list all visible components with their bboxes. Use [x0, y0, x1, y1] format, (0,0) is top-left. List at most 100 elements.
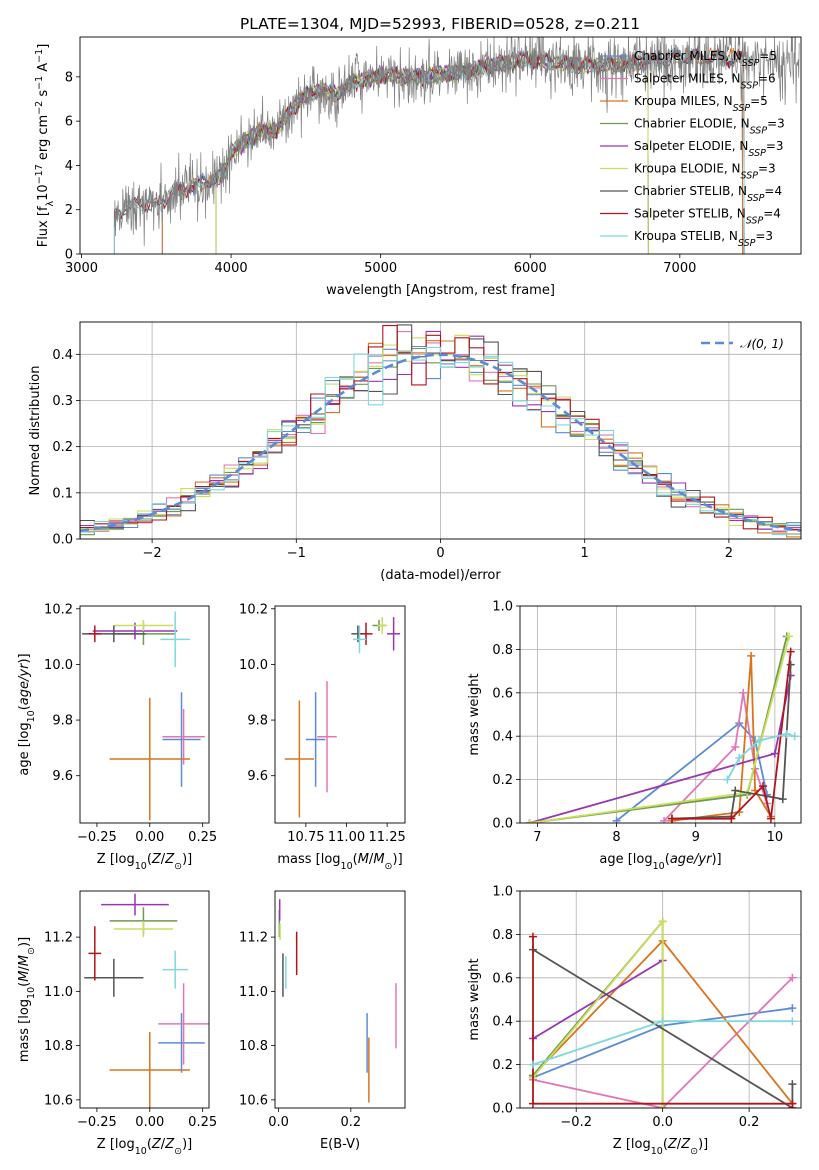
data-point-salpeter-stelib	[786, 647, 795, 656]
x-axis-label-part: /	[161, 1137, 166, 1152]
y-tick-label: 9.8	[52, 714, 73, 729]
y-tick-label: 0.8	[492, 643, 513, 658]
legend-label-part: =3	[758, 162, 776, 176]
y-axis-label-part: λ	[45, 200, 56, 206]
y-axis-label-part: )]	[17, 937, 32, 947]
legend-label-part: Salpeter STELIB, N	[634, 207, 746, 221]
y-tick-label: 10.6	[44, 1093, 73, 1108]
y-tick-label: 11.2	[239, 931, 268, 946]
x-axis-label-part: (	[663, 1137, 668, 1152]
y-axis-label-part: )]	[17, 653, 32, 663]
x-axis-label-part: /	[677, 1137, 682, 1152]
data-point-salpeter-miles	[660, 816, 669, 823]
mass-weight-line-chabrier-stelib	[532, 948, 794, 1108]
x-tick-label: 1	[581, 546, 589, 561]
x-axis-label: Z [log10(Z/Z⊙)]	[97, 1137, 192, 1157]
y-tick-label: 10.2	[44, 602, 73, 617]
y-tick-label: 0.4	[492, 1015, 513, 1030]
x-axis-label-part: /	[369, 852, 374, 867]
x-axis-label-part: Z	[667, 1137, 678, 1152]
normal-distribution-curve	[80, 353, 801, 533]
x-tick-label: 9	[692, 830, 700, 845]
y-axis-label: mass weight	[467, 958, 482, 1040]
y-tick-label: 4	[65, 159, 73, 174]
data-point-chabrier-stelib	[731, 786, 740, 795]
x-tick-label: 10	[767, 830, 784, 845]
x-tick-label: −0.25	[77, 1115, 117, 1130]
legend-label-part: =4	[763, 207, 781, 221]
y-tick-label: 1.0	[492, 600, 513, 615]
x-tick-label: −0.25	[77, 830, 117, 845]
y-tick-label: 9.6	[247, 769, 268, 784]
y-tick-label: 0.0	[492, 817, 513, 832]
y-axis-label-part: −1	[34, 49, 45, 63]
x-axis-label-part: )]	[182, 852, 192, 867]
x-axis-label-part: ⊙	[385, 861, 393, 872]
x-tick-label: 0.2	[739, 1115, 760, 1130]
legend-label-part: SSP	[738, 238, 756, 249]
spectrum-panel: 3000 4000 5000 6000 7000 0 2 4 6 8 wavelength [Ang…	[34, 36, 802, 298]
legend-label-part: =3	[766, 139, 784, 153]
x-tick-label: 0.25	[188, 1115, 217, 1130]
data-point-kroupa-stelib	[528, 1060, 537, 1069]
x-axis-label-part: 10	[341, 861, 353, 872]
x-tick-label: 0.2	[340, 1115, 361, 1130]
y-axis-label-part: M	[17, 955, 32, 966]
mass-vs-reddening-panel: 0.0 0.2 10.6 10.8 11.0 11.2 E(B-V)	[239, 890, 406, 1152]
x-axis-label-part: )]	[182, 1137, 192, 1152]
x-axis-label-part: M	[373, 852, 384, 867]
observed-spectrum-line	[114, 37, 800, 247]
legend-label-part: SSP	[747, 193, 765, 204]
y-tick-label: 0.0	[492, 1102, 513, 1117]
x-tick-label: −0.2	[560, 1115, 592, 1130]
y-axis-label-part: s	[36, 90, 51, 101]
data-point-salpeter-elodie	[770, 749, 779, 758]
data-point-kroupa-stelib	[782, 730, 791, 739]
data-point-chabrier-stelib	[788, 1080, 797, 1089]
data-point-kroupa-stelib	[790, 732, 799, 741]
y-axis-label-part: 10	[36, 184, 51, 201]
x-axis-label: wavelength [Angstrom, rest frame]	[326, 283, 555, 298]
y-axis-label-part: −2	[34, 101, 45, 115]
x-axis-label: mass [log10(M/M⊙)]	[277, 852, 402, 872]
y-axis-label-part: −1	[34, 76, 45, 90]
y-tick-label: 8	[65, 70, 73, 85]
x-axis-label-part: Z [log	[613, 1137, 651, 1152]
legend-label: Kroupa MILES, NSSP=5	[634, 94, 768, 114]
data-point-kroupa-elodie	[525, 819, 534, 823]
model-spectrum-kroupa-stelib	[113, 47, 745, 254]
x-tick-label: 0.0	[652, 1115, 673, 1130]
x-axis-label-part: /	[161, 852, 166, 867]
legend-label-part: SSP	[741, 80, 759, 91]
data-point-salpeter-miles	[739, 688, 748, 697]
y-tick-label: 10.6	[239, 1093, 268, 1108]
data-point-chabrier-miles	[612, 816, 621, 823]
x-axis-label-part: Z	[151, 852, 162, 867]
y-tick-label: 10.8	[239, 1039, 268, 1054]
y-axis-label: age [log10(age/yr)]	[17, 653, 37, 775]
y-tick-label: 10.2	[239, 602, 268, 617]
axes-frame	[79, 605, 210, 824]
legend-label-part: SSP	[750, 125, 768, 136]
axes-frame	[274, 605, 406, 824]
y-tick-label: 0.3	[52, 394, 73, 409]
y-axis-label-part: M	[17, 971, 32, 982]
data-point-kroupa-stelib	[658, 1017, 667, 1026]
legend-label-part: SSP	[741, 170, 759, 181]
data-point-salpeter-miles	[731, 743, 740, 752]
x-tick-label: 0.0	[268, 1115, 289, 1130]
legend-label-part: Kroupa ELODIE, N	[634, 162, 741, 176]
mass-weight-line-chabrier-elodie	[532, 918, 664, 1108]
x-tick-label: 0	[436, 546, 444, 561]
y-tick-label: 0.0	[52, 533, 73, 548]
legend-label: Kroupa ELODIE, NSSP=3	[634, 162, 776, 182]
legend-label-part: Salpeter MILES, N	[634, 72, 741, 86]
legend-label-part: Kroupa MILES, N	[634, 94, 733, 108]
data-point-kroupa-elodie	[785, 632, 794, 641]
legend-label-part: SSP	[746, 215, 764, 226]
x-axis-label-part: (	[665, 852, 670, 867]
data-point-salpeter-stelib	[528, 1099, 537, 1108]
y-tick-label: 6	[65, 115, 73, 130]
